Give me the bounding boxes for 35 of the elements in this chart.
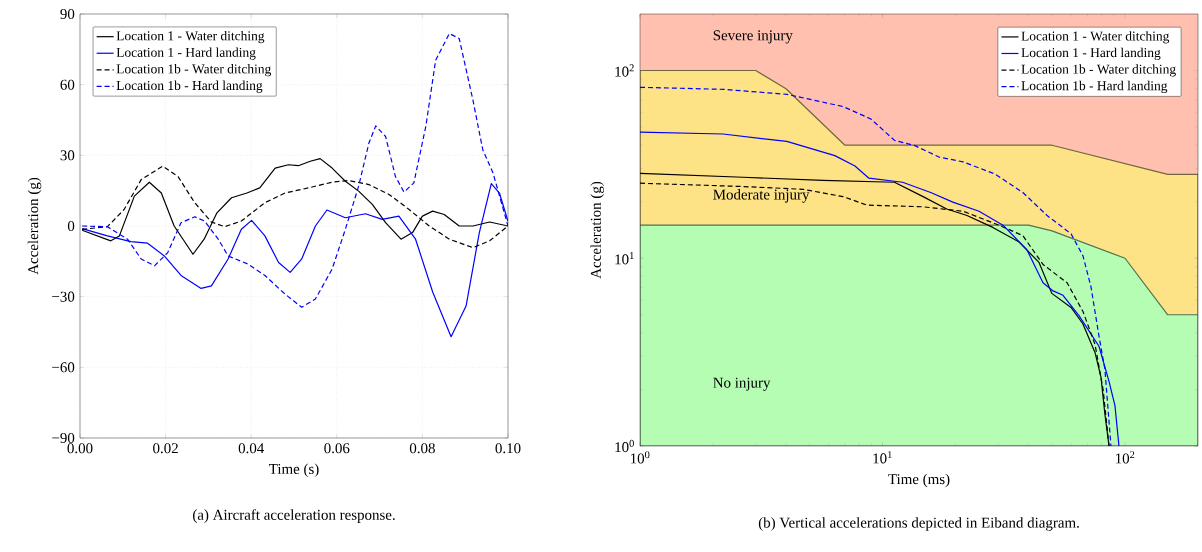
x-tick-label: 10$^{0}$	[630, 451, 650, 464]
x-tick-label: 10$^{2}$	[1116, 451, 1135, 464]
y-tick-label: 10$^{1}$	[615, 252, 634, 265]
y-tick-label: 30	[60, 150, 75, 161]
annotation: Severe injury	[713, 30, 793, 44]
y-tick-label: −90	[52, 432, 75, 444]
x-tick-label: 0.00	[67, 443, 93, 454]
y-tick-label: −30	[52, 291, 75, 302]
x-tick-label: 0.08	[409, 443, 435, 454]
y-tick-label: 90	[60, 8, 75, 20]
x-axis-title: Time (s)	[269, 463, 319, 478]
legend-label: Location 1b - Hard landing	[116, 80, 263, 93]
x-tick-label: 0.02	[153, 443, 178, 454]
y-tick-label: 60	[60, 79, 75, 90]
legend-label: Location 1 - Water ditching	[116, 30, 265, 44]
y-tick-label: 10$^{2}$	[615, 64, 634, 77]
legend-label: Location 1b - Water ditching	[116, 64, 272, 77]
y-tick-label: 0	[67, 220, 75, 232]
legend-label: Location 1b - Water ditching	[1021, 64, 1176, 77]
legend-label: Location 1 - Hard landing	[1021, 47, 1161, 60]
legend-label: Location 1b - Hard landing	[1021, 80, 1168, 94]
legend-label: Location 1 - Water ditching	[1021, 31, 1170, 44]
legend-label: Location 1 - Hard landing	[116, 47, 256, 60]
x-axis-title: Time (ms)	[888, 473, 950, 488]
x-tick-label: 10$^{1}$	[873, 451, 892, 464]
y-tick-label: −60	[52, 362, 75, 373]
x-tick-label: 0.04	[238, 443, 265, 454]
text: (b) Vertical accelerations depicted in Eiband diagram.	[758, 517, 1079, 531]
y-axis-title: Acceleration (g)	[590, 181, 604, 279]
annotation: No injury	[713, 377, 771, 391]
text: (a) Aircraft acceleration response.	[193, 509, 395, 523]
y-axis-title: Acceleration (g)	[27, 177, 42, 275]
x-tick-label: 0.06	[324, 443, 350, 454]
annotation: Moderate injury	[713, 189, 810, 203]
x-tick-label: 0.10	[495, 443, 521, 454]
